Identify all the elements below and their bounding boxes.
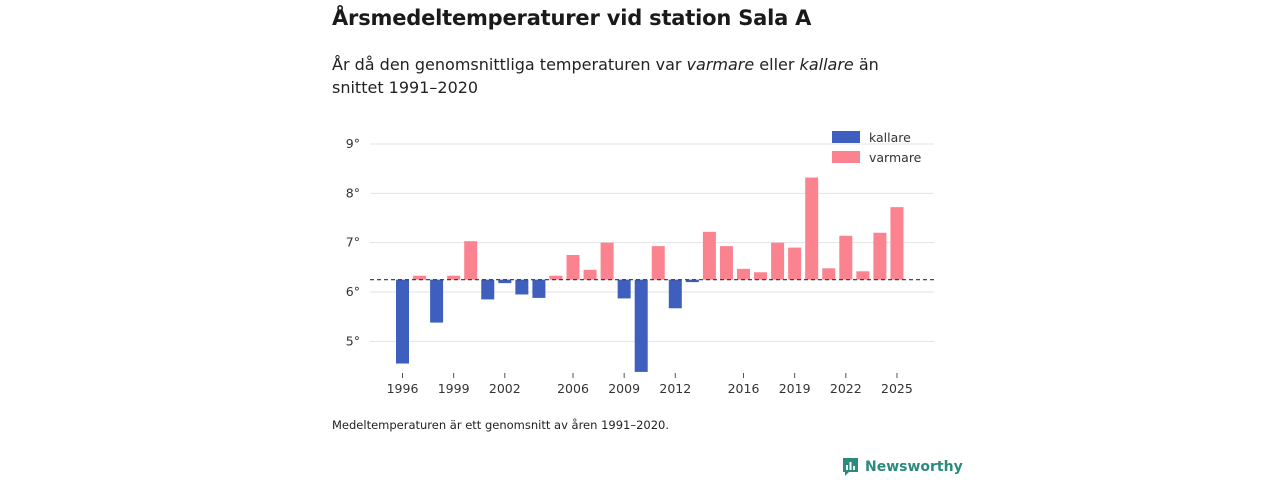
subtitle-colder-word: kallare [799, 55, 854, 74]
y-tick-label: 7° [346, 235, 360, 250]
bar-2021 [822, 268, 836, 280]
bar-2007 [583, 269, 597, 280]
bar-2003 [515, 279, 529, 295]
bar-2013 [685, 279, 699, 283]
bar-2015 [719, 246, 733, 280]
bar-2024 [873, 232, 887, 280]
bar-2016 [737, 268, 750, 280]
bar-2017 [754, 272, 768, 280]
bar-2002 [498, 279, 512, 284]
bar-2009 [617, 279, 631, 299]
x-tick-label: 2022 [830, 381, 862, 396]
x-axis-ticks: 1996 1999 2002 2006 2009 2012 2016 2019 2022 2025 [387, 373, 913, 396]
x-tick-label: 2016 [728, 381, 760, 396]
temperature-bar-chart: 5° 6° 7° 8° 9° 1996 1999 2002 2006 2009 2012 2016 2… [346, 130, 934, 396]
bar-2014 [702, 231, 716, 280]
x-tick-label: 2012 [659, 381, 691, 396]
subtitle-text-1: År då den genomsnittliga temperaturen va… [332, 55, 687, 74]
bar-2005 [549, 275, 563, 280]
x-tick-label: 1999 [438, 381, 470, 396]
legend-label-warmer: varmare [869, 150, 922, 165]
legend-swatch-colder [832, 131, 860, 143]
chart-title: Årsmedeltemperaturer vid station Sala A [332, 6, 812, 30]
brand-name: Newsworthy [865, 459, 963, 475]
bar-2012 [668, 279, 682, 309]
gridlines [370, 143, 934, 342]
subtitle-text-2: eller [754, 55, 800, 74]
bar-2001 [481, 279, 495, 300]
x-tick-label: 2006 [557, 381, 589, 396]
y-axis-ticks: 5° 6° 7° 8° 9° [346, 136, 360, 348]
y-tick-label: 8° [346, 185, 360, 200]
bar-2018 [771, 242, 785, 280]
bar-1996 [396, 279, 409, 364]
bar-2023 [856, 271, 870, 280]
legend-label-colder: kallare [869, 130, 911, 145]
bar-1999 [447, 275, 461, 280]
y-tick-label: 9° [346, 136, 360, 151]
brand-logo: Newsworthy [842, 457, 963, 477]
bar-1998 [430, 279, 444, 323]
bar-1997 [413, 275, 427, 280]
bar-2010 [634, 279, 648, 372]
y-tick-label: 6° [346, 284, 360, 299]
bar-2004 [532, 279, 546, 298]
x-tick-label: 1996 [387, 381, 419, 396]
bar-2006 [566, 255, 580, 280]
bar-2022 [839, 235, 853, 280]
bar-2020 [805, 177, 819, 280]
legend-swatch-warmer [832, 151, 860, 163]
bar-2011 [651, 246, 665, 280]
x-tick-label: 2019 [779, 381, 811, 396]
x-tick-label: 2009 [608, 381, 640, 396]
legend: kallare varmare [832, 130, 922, 165]
subtitle-text-3: än snittet 1991–2020 [332, 55, 879, 97]
x-tick-label: 2025 [881, 381, 913, 396]
x-tick-label: 2002 [489, 381, 521, 396]
y-tick-label: 5° [346, 333, 360, 348]
bar-2019 [788, 247, 802, 280]
bar-2025 [890, 207, 904, 280]
bar-2000 [464, 241, 478, 280]
newsworthy-logo-icon [843, 458, 858, 476]
footnote: Medeltemperaturen är ett genomsnitt av å… [332, 418, 670, 432]
subtitle-warmer-word: varmare [686, 55, 755, 74]
bar-2008 [600, 242, 614, 280]
bars [396, 177, 904, 372]
chart-subtitle: År då den genomsnittliga temperaturen va… [332, 53, 932, 99]
